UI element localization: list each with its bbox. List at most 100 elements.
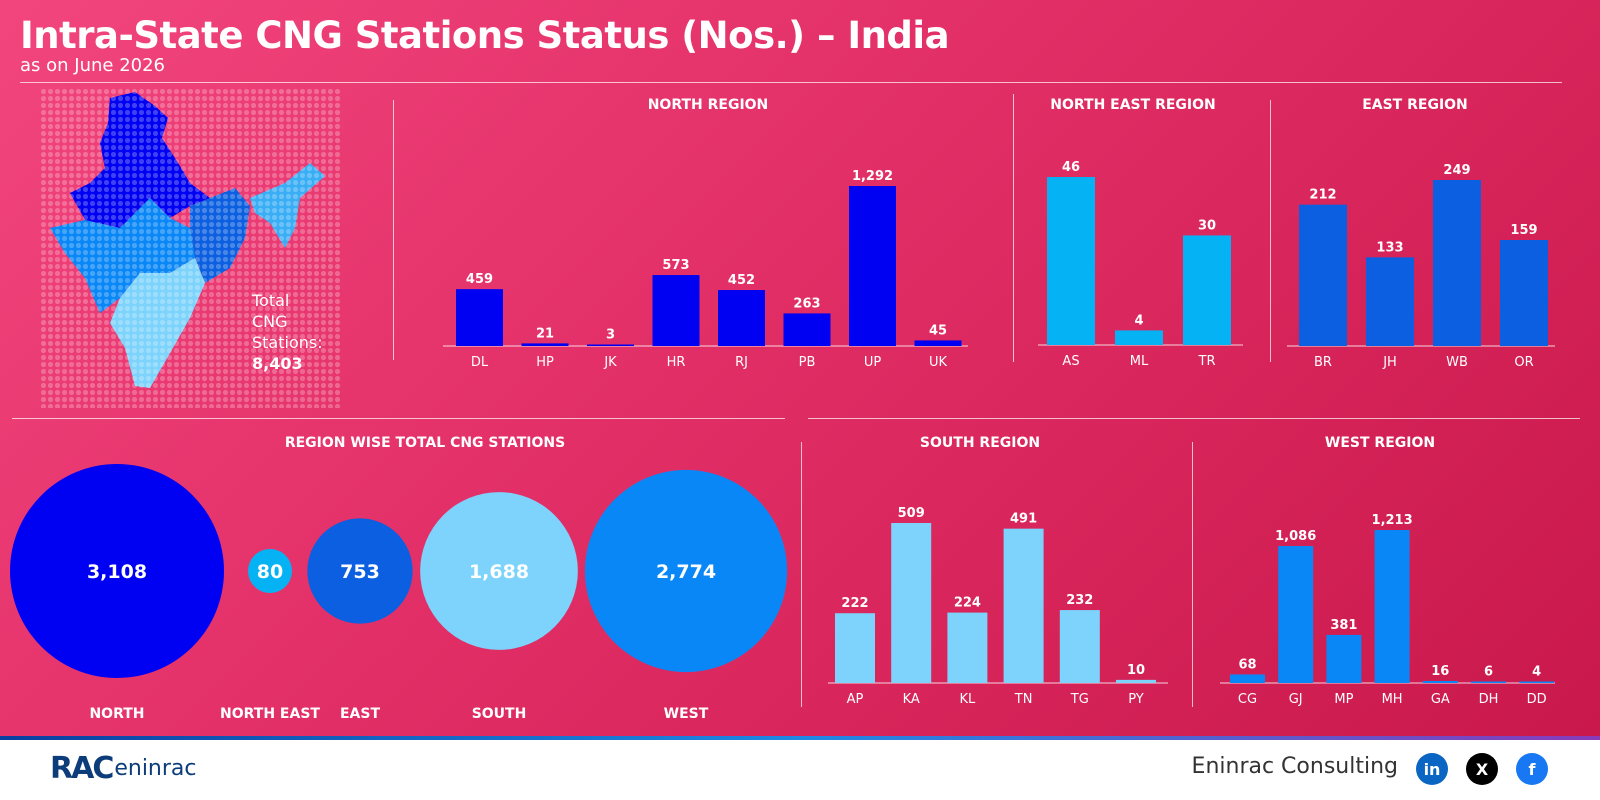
divider-top-bottom-right [808, 418, 1580, 419]
value-label-rj: 452 [728, 273, 755, 288]
category-label-jh: JH [1382, 355, 1397, 370]
north-east-region-title: NORTH EAST REGION [1050, 97, 1216, 113]
category-label-up: UP [864, 355, 882, 370]
category-label-or: OR [1514, 355, 1533, 370]
bubble-label-east: EAST [339, 706, 381, 722]
category-label-pb: PB [799, 355, 816, 370]
logo-rac-text: RAC [50, 750, 114, 786]
category-label-ka: KA [903, 692, 920, 707]
bubble-north-east [248, 549, 292, 593]
bar-ka [891, 523, 932, 683]
divider-bubbles-south [801, 442, 802, 707]
facebook-icon[interactable]: f [1516, 753, 1548, 785]
bubble-value-north: 3,108 [87, 561, 147, 583]
value-label-ap: 222 [841, 596, 868, 611]
divider-south-west [1192, 442, 1193, 707]
bar-py [1116, 679, 1156, 683]
brand-name: Eninrac Consulting [1191, 754, 1398, 779]
bubble-west [584, 469, 788, 673]
bar-mh [1374, 530, 1410, 683]
value-label-dl: 459 [466, 272, 493, 287]
logo-eninrac-text: eninrac [114, 755, 197, 781]
bar-ml [1115, 330, 1163, 345]
bubble-north [10, 464, 224, 678]
total-value: 8,403 [252, 354, 303, 373]
bar-gj [1278, 546, 1314, 683]
value-label-py: 10 [1127, 663, 1145, 678]
category-label-uk: UK [929, 355, 948, 370]
category-label-dl: DL [471, 355, 489, 370]
value-label-mh: 1,213 [1372, 513, 1413, 528]
bubble-label-north: NORTH [89, 706, 145, 722]
bubble-value-north-east: 80 [257, 561, 283, 583]
category-label-tr: TR [1198, 354, 1216, 369]
category-label-mp: MP [1334, 692, 1353, 707]
value-label-dd: 4 [1532, 665, 1541, 680]
category-label-ml: ML [1130, 354, 1149, 369]
bar-dd [1519, 681, 1555, 683]
bar-tn [1003, 528, 1044, 683]
bar-tr [1183, 235, 1231, 345]
india-map [40, 88, 340, 408]
value-label-gj: 1,086 [1275, 529, 1316, 544]
bar-as [1047, 177, 1095, 345]
header-divider [20, 82, 1562, 83]
bar-rj [718, 290, 765, 346]
bar-ga [1422, 680, 1458, 683]
category-label-gj: GJ [1289, 692, 1303, 707]
footer-accent-bar [0, 736, 1600, 740]
x-icon[interactable]: X [1466, 753, 1498, 785]
category-label-br: BR [1314, 355, 1332, 370]
category-label-as: AS [1062, 354, 1079, 369]
value-label-kl: 224 [954, 596, 981, 611]
value-label-tn: 491 [1010, 512, 1037, 527]
bubble-south [420, 492, 578, 650]
value-label-dh: 6 [1484, 665, 1493, 680]
value-label-ga: 16 [1431, 664, 1449, 679]
bubble-value-south: 1,688 [469, 561, 529, 583]
region-bubble-chart: 3,108 80 753 1,688 2,774 [10, 464, 788, 678]
category-label-wb: WB [1446, 355, 1468, 370]
category-label-ga: GA [1431, 692, 1450, 707]
bubble-label-south: SOUTH [471, 706, 527, 722]
value-label-mp: 381 [1330, 618, 1357, 633]
value-label-tg: 232 [1066, 593, 1093, 608]
bar-jh [1366, 257, 1414, 346]
value-label-jk: 3 [606, 328, 615, 343]
value-label-jh: 133 [1376, 240, 1403, 255]
category-label-rj: RJ [735, 355, 748, 370]
page-title: Intra-State CNG Stations Status (Nos.) –… [20, 14, 950, 57]
west-region-title: WEST REGION [1324, 435, 1436, 451]
category-label-dh: DH [1479, 692, 1499, 707]
east-region-chart: 212 BR 133 JH 249 WB 159 OR [1287, 163, 1555, 370]
bar-dl [456, 289, 503, 346]
linkedin-icon[interactable]: in [1416, 753, 1448, 785]
value-label-wb: 249 [1443, 163, 1470, 178]
category-label-dd: DD [1527, 692, 1547, 707]
value-label-cg: 68 [1238, 657, 1256, 672]
bubble-east [307, 518, 413, 624]
value-label-tr: 30 [1198, 218, 1216, 233]
bubble-value-east: 753 [340, 561, 380, 583]
divider-ne-east [1270, 100, 1271, 362]
value-label-up: 1,292 [852, 169, 893, 184]
bar-up [849, 186, 896, 346]
value-label-br: 212 [1309, 188, 1336, 203]
total-label-line1: Total [252, 291, 290, 310]
category-label-jk: JK [603, 355, 617, 370]
footer: RAC eninrac Eninrac Consulting in X f [0, 740, 1600, 800]
north-region-chart: 459 DL 21 HP 3 JK 573 HR 452 RJ 263 PB 1,292 UP 45 UK [443, 169, 968, 370]
divider-north-ne [1013, 94, 1014, 362]
bar-uk [914, 340, 962, 346]
bar-tg [1059, 610, 1100, 683]
value-label-as: 46 [1062, 160, 1080, 175]
south-region-chart: 222 AP 509 KA 224 KL 491 TN 232 TG 10 PY [828, 506, 1168, 707]
divider-map-north [393, 100, 394, 360]
category-label-kl: KL [960, 692, 977, 707]
category-label-mh: MH [1382, 692, 1403, 707]
bar-mp [1326, 634, 1362, 683]
bubble-value-west: 2,774 [656, 561, 716, 583]
value-label-pb: 263 [793, 296, 820, 311]
east-region-title: EAST REGION [1362, 97, 1468, 113]
